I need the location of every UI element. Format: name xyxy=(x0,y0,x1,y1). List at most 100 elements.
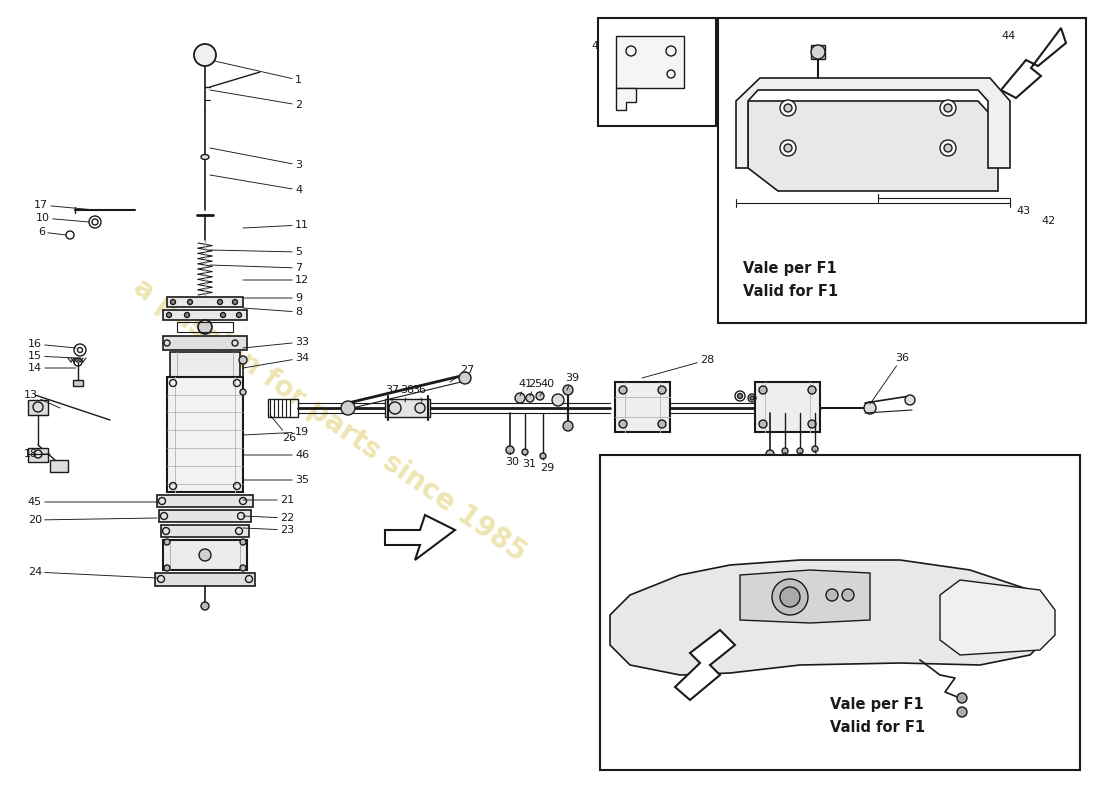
Circle shape xyxy=(905,395,915,405)
Bar xyxy=(73,380,82,386)
Text: 41: 41 xyxy=(518,379,532,396)
Circle shape xyxy=(759,420,767,428)
Bar xyxy=(600,455,1080,770)
Circle shape xyxy=(780,587,800,607)
Text: 17: 17 xyxy=(34,200,95,210)
Text: 2: 2 xyxy=(210,90,302,110)
Circle shape xyxy=(74,344,86,356)
Circle shape xyxy=(164,565,170,571)
Circle shape xyxy=(619,386,627,394)
Circle shape xyxy=(808,420,816,428)
Polygon shape xyxy=(748,101,998,191)
Text: 30: 30 xyxy=(505,452,519,467)
Text: Valid for F1: Valid for F1 xyxy=(830,721,925,735)
Text: 19: 19 xyxy=(243,427,309,437)
Circle shape xyxy=(619,420,627,428)
Circle shape xyxy=(164,539,170,545)
Circle shape xyxy=(808,386,816,394)
Bar xyxy=(268,399,298,417)
Text: 12: 12 xyxy=(243,275,309,285)
Circle shape xyxy=(812,446,818,452)
Circle shape xyxy=(842,589,854,601)
Circle shape xyxy=(540,453,546,459)
Circle shape xyxy=(522,449,528,455)
Bar xyxy=(28,400,48,415)
Text: 5: 5 xyxy=(210,247,302,257)
Circle shape xyxy=(166,313,172,318)
Bar xyxy=(616,36,684,88)
Circle shape xyxy=(759,386,767,394)
Text: 43: 43 xyxy=(1016,206,1030,216)
Text: 25: 25 xyxy=(528,379,542,396)
Circle shape xyxy=(563,385,573,395)
Text: 7: 7 xyxy=(210,263,302,273)
Bar xyxy=(160,510,251,522)
Circle shape xyxy=(89,216,101,228)
Text: 46: 46 xyxy=(243,450,309,460)
Circle shape xyxy=(780,140,796,156)
Bar xyxy=(28,448,48,462)
Circle shape xyxy=(389,402,402,414)
Circle shape xyxy=(552,394,564,406)
Text: 33: 33 xyxy=(243,337,309,348)
Circle shape xyxy=(415,403,425,413)
Circle shape xyxy=(515,393,525,403)
Text: 31: 31 xyxy=(522,454,536,469)
Circle shape xyxy=(170,299,176,305)
Text: 44: 44 xyxy=(1001,31,1015,41)
Text: 25: 25 xyxy=(762,455,777,470)
Text: 28: 28 xyxy=(642,355,714,378)
Text: 39: 39 xyxy=(565,373,579,390)
Text: 22: 22 xyxy=(243,513,295,523)
Circle shape xyxy=(220,313,225,318)
Text: a passion for parts since 1985: a passion for parts since 1985 xyxy=(129,273,531,567)
Text: 9: 9 xyxy=(243,293,302,303)
Circle shape xyxy=(737,394,742,398)
Text: Valid for F1: Valid for F1 xyxy=(742,283,838,298)
Bar xyxy=(163,540,248,570)
Circle shape xyxy=(957,707,967,717)
Circle shape xyxy=(240,539,246,545)
Circle shape xyxy=(240,565,246,571)
Circle shape xyxy=(218,299,222,305)
Circle shape xyxy=(811,45,825,59)
Circle shape xyxy=(766,450,774,458)
Polygon shape xyxy=(675,630,735,700)
Circle shape xyxy=(236,313,242,318)
Text: 38: 38 xyxy=(400,385,414,402)
Text: Vale per F1: Vale per F1 xyxy=(742,261,837,275)
Circle shape xyxy=(780,100,796,116)
Text: 42: 42 xyxy=(1041,216,1055,226)
Text: 32: 32 xyxy=(788,498,849,513)
Circle shape xyxy=(201,602,209,610)
Text: 29: 29 xyxy=(540,458,554,473)
Bar xyxy=(50,460,68,472)
Circle shape xyxy=(198,320,212,334)
Text: 15: 15 xyxy=(28,351,76,361)
Bar xyxy=(598,18,716,126)
Bar xyxy=(385,399,430,417)
Circle shape xyxy=(194,44,216,66)
Text: 23: 23 xyxy=(243,525,294,535)
Text: 40: 40 xyxy=(540,379,554,396)
Circle shape xyxy=(826,589,838,601)
Text: 20: 20 xyxy=(28,515,157,525)
Ellipse shape xyxy=(201,154,209,159)
Circle shape xyxy=(940,100,956,116)
Text: 18: 18 xyxy=(24,449,50,459)
Bar xyxy=(155,573,255,586)
Circle shape xyxy=(66,231,74,239)
Circle shape xyxy=(658,386,666,394)
Polygon shape xyxy=(616,88,636,110)
Bar xyxy=(163,336,248,350)
Circle shape xyxy=(459,372,471,384)
Text: 38: 38 xyxy=(812,450,826,470)
Circle shape xyxy=(944,144,952,152)
Circle shape xyxy=(185,313,189,318)
Circle shape xyxy=(940,140,956,156)
Bar xyxy=(755,382,820,432)
Bar xyxy=(811,45,825,59)
Bar xyxy=(163,310,248,320)
Text: 45: 45 xyxy=(28,497,157,507)
Bar xyxy=(615,382,670,432)
